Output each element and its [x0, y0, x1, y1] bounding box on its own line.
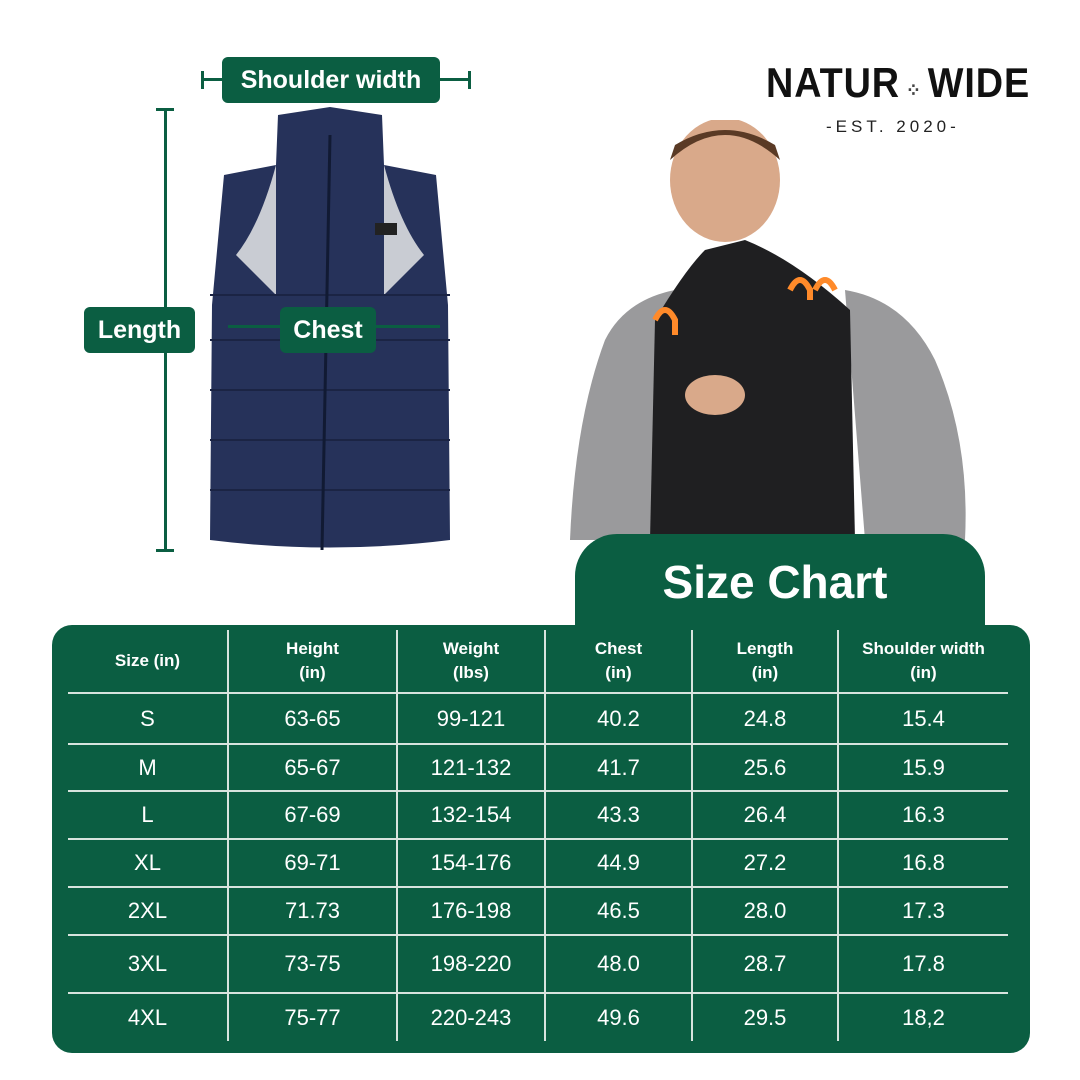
table-row: S 63-65 99-121 40.2 24.8 15.4 — [68, 692, 1008, 744]
table-cell: 28.0 — [691, 886, 838, 935]
table-cell: L — [68, 790, 228, 839]
brand-logo: NATUR ⁘ WIDE — [766, 59, 1031, 106]
table-cell: 43.3 — [544, 790, 692, 839]
table-cell: 71.73 — [227, 886, 397, 935]
header-row: Size (in) Height (in) Weight (lbs) Chest (i… — [68, 630, 1008, 693]
table-row: 4XL 75-77 220-243 49.6 29.5 18,2 — [68, 992, 1008, 1041]
table-cell: 24.8 — [691, 692, 838, 744]
table-cell: 17.8 — [837, 934, 1008, 993]
header-chest: Chest (in) — [544, 630, 692, 693]
table-row: L 67-69 132-154 43.3 26.4 16.3 — [68, 790, 1008, 839]
table-cell: 220-243 — [396, 992, 545, 1041]
table-cell: 132-154 — [396, 790, 545, 839]
header-weight: Weight (lbs) — [396, 630, 545, 693]
chest-label: Chest — [280, 307, 376, 353]
model-photo — [570, 120, 966, 540]
header-shoulder: Shoulder width (in) — [837, 630, 1008, 693]
table-cell: 99-121 — [396, 692, 545, 744]
table-cell: 41.7 — [544, 743, 692, 791]
table-cell: 67-69 — [227, 790, 397, 839]
table-cell: 4XL — [68, 992, 228, 1041]
table-cell: 15.4 — [837, 692, 1008, 744]
table-cell: 15.9 — [837, 743, 1008, 791]
length-tick — [156, 108, 174, 111]
table-cell: 49.6 — [544, 992, 692, 1041]
footprints-icon: ⁘ — [899, 80, 928, 102]
table-row: 3XL 73-75 198-220 48.0 28.7 17.8 — [68, 934, 1008, 993]
table-cell: 44.9 — [544, 838, 692, 887]
table-cell: 75-77 — [227, 992, 397, 1041]
table-cell: 3XL — [68, 934, 228, 993]
table-row: M 65-67 121-132 41.7 25.6 15.9 — [68, 743, 1008, 791]
table-cell: 63-65 — [227, 692, 397, 744]
length-tick — [156, 549, 174, 552]
size-chart-title: Size Chart — [662, 556, 888, 608]
table-cell: 18,2 — [837, 992, 1008, 1041]
table-cell: 28.7 — [691, 934, 838, 993]
table-cell: 17.3 — [837, 886, 1008, 935]
table-cell: 48.0 — [544, 934, 692, 993]
brand-tagline: -EST. 2020- — [826, 117, 960, 136]
table-cell: 26.4 — [691, 790, 838, 839]
table-cell: 29.5 — [691, 992, 838, 1041]
table-cell: 121-132 — [396, 743, 545, 791]
table-cell: 27.2 — [691, 838, 838, 887]
table-cell: 198-220 — [396, 934, 545, 993]
header-size: Size (in) — [114, 651, 181, 670]
table-row: 2XL 71.73 176-198 46.5 28.0 17.3 — [68, 886, 1008, 935]
table-cell: 69-71 — [227, 838, 397, 887]
size-table: Size (in) Height (in) Weight (lbs) Chest (i… — [68, 630, 1008, 1041]
table-cell: M — [68, 743, 228, 791]
table-cell: S — [68, 692, 228, 744]
table-row: XL 69-71 154-176 44.9 27.2 16.8 — [68, 838, 1008, 887]
table-cell: 176-198 — [396, 886, 545, 935]
table-cell: XL — [68, 838, 228, 887]
table-cell: 65-67 — [227, 743, 397, 791]
shoulder-tick — [468, 71, 471, 89]
table-cell: 40.2 — [544, 692, 692, 744]
table-cell: 25.6 — [691, 743, 838, 791]
table-cell: 73-75 — [227, 934, 397, 993]
table-cell: 16.3 — [837, 790, 1008, 839]
shoulder-tick — [201, 71, 204, 89]
table-cell: 46.5 — [544, 886, 692, 935]
length-label: Length — [84, 307, 195, 353]
table-cell: 2XL — [68, 886, 228, 935]
shoulder-width-label: Shoulder width — [222, 57, 440, 103]
header-height: Height (in) — [227, 630, 397, 693]
header-length: Length (in) — [691, 630, 838, 693]
table-cell: 154-176 — [396, 838, 545, 887]
table-cell: 16.8 — [837, 838, 1008, 887]
